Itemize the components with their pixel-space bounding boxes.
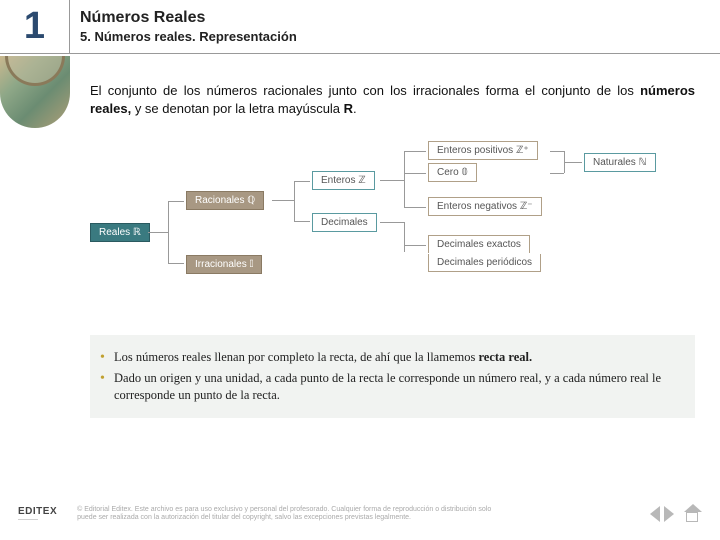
node-dec_ex: Decimales exactos [428, 235, 530, 253]
home-icon[interactable] [684, 506, 702, 522]
nav-icons [650, 506, 702, 522]
note1-b: recta real. [478, 350, 532, 364]
publisher-logo: EDITEX ―――― [18, 506, 57, 523]
intro-paragraph: El conjunto de los números racionales ju… [90, 82, 695, 117]
node-enteros_pos: Enteros positivos ℤ⁺ [428, 141, 538, 160]
decorative-photo [0, 56, 70, 128]
header-left: 1 [0, 0, 70, 53]
notes-box: Los números reales llenan por completo l… [90, 335, 695, 418]
node-decimales: Decimales [312, 213, 377, 232]
copyright-text: © Editorial Editex. Este archivo es para… [77, 506, 497, 523]
note1-a: Los números reales llenan por completo l… [114, 350, 478, 364]
intro-t2: y se denotan por la letra mayúscula [131, 101, 343, 116]
node-naturales: Naturales ℕ [584, 153, 656, 172]
page-title: Números Reales [80, 9, 710, 27]
intro-b2: R [344, 101, 353, 116]
logo-sub: ―――― [18, 517, 57, 523]
node-enteros_neg: Enteros negativos ℤ⁻ [428, 197, 542, 216]
node-enteros: Enteros ℤ [312, 171, 375, 190]
content-area: El conjunto de los números racionales ju… [90, 54, 695, 418]
note-item-1: Los números reales llenan por completo l… [114, 349, 681, 366]
node-cero: Cero 𝟘 [428, 163, 477, 182]
note-item-2: Dado un origen y una unidad, a cada punt… [114, 370, 681, 404]
intro-t3: . [353, 101, 357, 116]
node-dec_per: Decimales periódicos [428, 254, 541, 272]
classification-diagram: Reales ℝ Racionales ℚ Irracionales 𝕀 Entero… [90, 135, 695, 325]
node-racionales: Racionales ℚ [186, 191, 264, 210]
logo-text: EDITEX [18, 506, 57, 517]
node-reales: Reales ℝ [90, 223, 150, 242]
next-icon[interactable] [664, 506, 674, 522]
intro-t1: El conjunto de los números racionales ju… [90, 83, 640, 98]
header-right: Números Reales 5. Números reales. Repres… [70, 0, 720, 53]
slide-header: 1 Números Reales 5. Números reales. Repr… [0, 0, 720, 54]
slide-footer: EDITEX ―――― © Editorial Editex. Este arc… [0, 494, 720, 534]
node-irracionales: Irracionales 𝕀 [186, 255, 262, 274]
page-number: 1 [24, 5, 45, 48]
prev-icon[interactable] [650, 506, 660, 522]
page-subtitle: 5. Números reales. Representación [80, 29, 710, 44]
